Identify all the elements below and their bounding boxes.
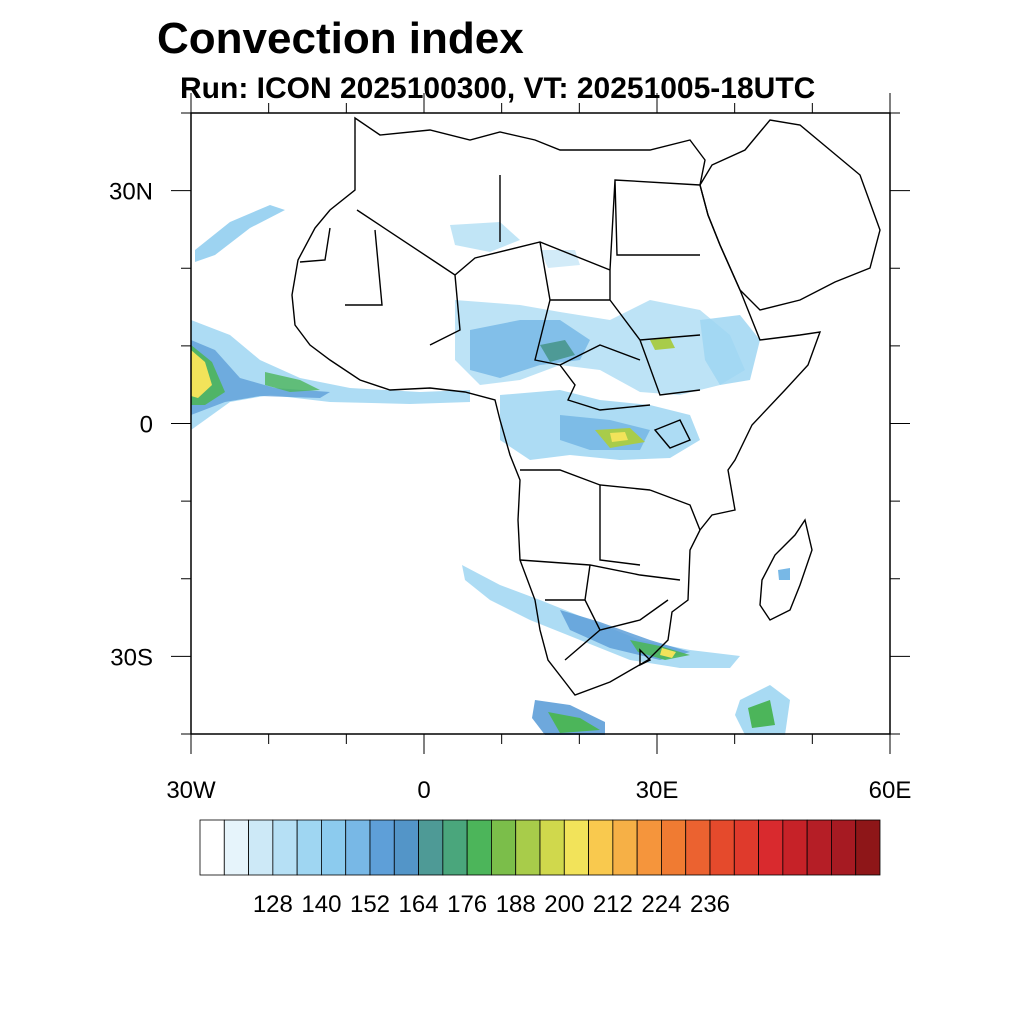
colorbar-swatch	[345, 819, 371, 876]
arabia-coastline	[699, 119, 881, 311]
colorbar-swatch	[588, 819, 614, 876]
colorbar: 128 140 152 164 176 188 200 212 224 236	[199, 819, 881, 918]
colorbar-swatch	[539, 819, 565, 876]
colorbar-swatch	[369, 819, 395, 876]
field-atlantic-yellow	[191, 350, 212, 398]
field-sahara-patch2	[540, 250, 580, 268]
colorbar-swatch	[199, 819, 225, 876]
country-borders	[299, 175, 701, 667]
y-tick-label: 0	[140, 412, 153, 439]
colorbar-swatch	[806, 819, 832, 876]
map-title: Convection index	[157, 14, 524, 63]
field-so-blob1-green	[548, 712, 600, 733]
y-tick-label: 30N	[109, 179, 153, 206]
colorbar-label: 140	[301, 891, 341, 918]
field-congo-yellow	[610, 432, 628, 442]
field-madagascar-spot	[778, 568, 790, 580]
y-tick-label: 30S	[110, 644, 153, 671]
colorbar-label: 236	[690, 891, 730, 918]
x-tick-label: 30W	[166, 777, 216, 804]
colorbar-swatch	[418, 819, 444, 876]
axis-ticks: 30W 0 30E 60E 30N 0 30S	[109, 93, 911, 804]
colorbar-swatch	[248, 819, 274, 876]
field-south-green	[630, 640, 690, 660]
colorbar-swatch	[709, 819, 735, 876]
field-sahara-patch	[450, 222, 520, 252]
field-atlantic-core	[191, 340, 330, 415]
field-ethiopia-green	[650, 338, 675, 350]
x-tick-label: 0	[417, 777, 430, 804]
map-subtitle: Run: ICON 2025100300, VT: 20251005-18UTC	[180, 72, 816, 105]
colorbar-swatch	[733, 819, 759, 876]
field-atlantic-green2	[265, 372, 320, 392]
colorbar-swatch	[612, 819, 638, 876]
convection-field	[191, 205, 790, 735]
colorbar-swatch	[321, 819, 347, 876]
colorbar-swatch	[758, 819, 784, 876]
coastlines-borders	[291, 116, 881, 696]
colorbar-swatch	[272, 819, 298, 876]
field-nw-streak	[195, 205, 285, 262]
field-south-band	[462, 565, 740, 668]
colorbar-swatch	[831, 819, 857, 876]
colorbar-swatch	[491, 819, 517, 876]
colorbar-swatch	[515, 819, 541, 876]
colorbar-label: 152	[350, 891, 390, 918]
field-ethiopia	[700, 315, 760, 385]
madagascar-coastline	[759, 518, 813, 621]
colorbar-swatch	[223, 819, 249, 876]
colorbar-label: 200	[544, 891, 584, 918]
colorbar-label: 164	[399, 891, 439, 918]
colorbar-label: 176	[447, 891, 487, 918]
colorbar-label: 224	[641, 891, 681, 918]
field-sahel-core	[470, 320, 590, 378]
colorbar-swatch	[563, 819, 589, 876]
field-sahel-green	[540, 340, 575, 362]
x-tick-label: 60E	[869, 777, 912, 804]
colorbar-swatch	[442, 819, 468, 876]
colorbar-label: 212	[593, 891, 633, 918]
colorbar-swatch	[661, 819, 687, 876]
colorbar-swatch	[636, 819, 662, 876]
field-south-yellow	[660, 648, 676, 658]
africa-coastline	[291, 116, 822, 696]
colorbar-swatch	[855, 819, 881, 876]
x-tick-label: 30E	[636, 777, 679, 804]
field-atlantic-band	[191, 320, 470, 430]
colorbar-swatch	[296, 819, 322, 876]
colorbar-swatch	[782, 819, 808, 876]
colorbar-swatch	[685, 819, 711, 876]
lake-victoria	[653, 419, 691, 449]
colorbar-label: 188	[496, 891, 536, 918]
colorbar-swatch	[393, 819, 419, 876]
field-so-blob2-green	[748, 700, 775, 728]
colorbar-swatch	[466, 819, 492, 876]
colorbar-label: 128	[253, 891, 293, 918]
